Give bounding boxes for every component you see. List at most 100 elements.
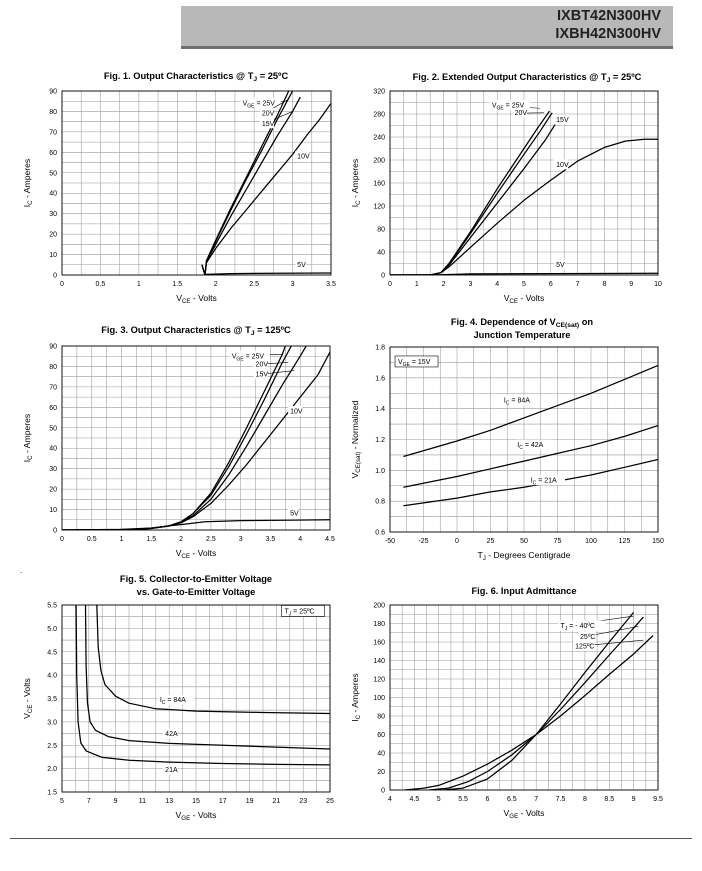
- y-tick-label: 40: [377, 250, 385, 257]
- annotation-backing: [288, 405, 303, 416]
- x-tick-label: 5: [437, 796, 441, 803]
- plot-frame: [389, 346, 659, 533]
- series-line-1: [403, 425, 658, 488]
- annotation-backing: [288, 508, 299, 519]
- annotation-label: 42A: [165, 731, 178, 738]
- x-tick-label: 7.5: [556, 796, 566, 803]
- y-axis-label: IC - Amperes: [350, 673, 362, 721]
- y-tick-label: 20: [49, 232, 57, 239]
- chart-title: Fig. 6. Input Admittance: [471, 586, 576, 596]
- x-axis-label: VGE - Volts: [176, 810, 217, 822]
- y-tick-label: 1.0: [375, 468, 385, 475]
- x-tick-label: 9: [629, 281, 633, 288]
- annotation-backing: [253, 369, 268, 380]
- annotation-backing: [578, 631, 596, 642]
- x-tick-label: 9: [114, 798, 118, 805]
- annotation-label: 10V: [290, 408, 303, 415]
- y-tick-label: 40: [49, 446, 57, 453]
- annotation-backing: [501, 395, 539, 405]
- annotation-label: VGE = 15V: [398, 359, 431, 368]
- y-axis-label: IC - Amperes: [350, 159, 362, 207]
- x-tick-label: 3: [239, 536, 243, 543]
- x-tick-label: 8: [583, 796, 587, 803]
- annotation-label: IC = 21A: [531, 478, 557, 487]
- y-tick-label: 120: [373, 677, 385, 684]
- annotation-label: 5V: [290, 511, 299, 518]
- x-tick-label: 6: [486, 796, 490, 803]
- annotation-backing: [512, 107, 527, 118]
- plot-frame: [61, 345, 331, 531]
- annotation-backing: [528, 475, 565, 486]
- series-line-2: [404, 635, 654, 790]
- series-line-4: [62, 519, 330, 530]
- y-tick-label: 3.5: [47, 696, 57, 703]
- annotation-box: [281, 605, 325, 617]
- series-line-3: [201, 102, 331, 275]
- y-tick-label: 4.5: [47, 649, 57, 656]
- y-tick-label: 0: [381, 788, 385, 795]
- x-tick-label: -25: [418, 538, 428, 545]
- y-tick-label: 200: [373, 603, 385, 610]
- y-tick-label: 20: [49, 487, 57, 494]
- x-tick-label: 21: [273, 798, 281, 805]
- y-tick-label: 0: [53, 528, 57, 535]
- y-tick-label: 10: [49, 252, 57, 259]
- x-tick-label: 23: [299, 798, 307, 805]
- x-tick-label: 3.5: [266, 536, 276, 543]
- y-axis-label: VCE - Volts: [22, 678, 34, 719]
- stray-dot: .: [20, 566, 23, 575]
- series-line-2: [201, 96, 301, 275]
- annotation-backing: [157, 694, 195, 705]
- annotation-label: 21A: [165, 767, 178, 774]
- annotation-label: 20V: [256, 361, 269, 368]
- y-tick-label: 0: [381, 273, 385, 280]
- y-axis-label: IC - Amperes: [22, 159, 34, 207]
- x-tick-label: 125: [619, 538, 631, 545]
- chart-fig3: Fig. 3. Output Characteristics @ TJ = 12…: [22, 325, 335, 560]
- plot-frame: [389, 90, 659, 276]
- x-axis-label: VGE - Volts: [504, 808, 545, 820]
- x-tick-label: 150: [652, 538, 664, 545]
- x-tick-label: 0: [60, 536, 64, 543]
- x-tick-label: 8: [602, 281, 606, 288]
- x-tick-label: 8.5: [604, 796, 614, 803]
- annotation-label: IC = 84A: [160, 697, 186, 706]
- annotation-label: VGE = 25V: [243, 100, 276, 109]
- y-tick-label: 90: [49, 344, 57, 351]
- plot-frame: [389, 604, 659, 791]
- x-tick-label: 0.5: [87, 536, 97, 543]
- plot-frame: [61, 604, 331, 793]
- y-tick-label: 100: [373, 695, 385, 702]
- x-tick-label: -50: [385, 538, 395, 545]
- y-axis-label: IC - Amperes: [22, 414, 34, 462]
- x-tick-label: 1: [120, 536, 124, 543]
- y-tick-label: 5.5: [47, 603, 57, 610]
- y-tick-label: 0.8: [375, 499, 385, 506]
- x-tick-label: 19: [246, 798, 254, 805]
- x-tick-label: 5: [60, 798, 64, 805]
- annotation-backing: [253, 358, 268, 369]
- footer-rule: [10, 838, 692, 839]
- annotation-label: 10V: [297, 153, 310, 160]
- x-tick-label: 13: [165, 798, 173, 805]
- x-tick-label: 1: [415, 281, 419, 288]
- x-tick-label: 17: [219, 798, 227, 805]
- y-tick-label: 4.0: [47, 673, 57, 680]
- annotation-label: VGE = 25V: [232, 353, 265, 362]
- y-tick-label: 140: [373, 658, 385, 665]
- x-tick-label: 2: [179, 536, 183, 543]
- x-tick-label: 11: [139, 798, 146, 805]
- x-tick-label: 1: [137, 281, 141, 288]
- y-tick-label: 40: [49, 191, 57, 198]
- y-tick-label: 80: [377, 227, 385, 234]
- annotation-backing: [558, 620, 606, 631]
- y-tick-label: 70: [49, 384, 57, 391]
- annotation-label: 25ºC: [580, 634, 595, 641]
- y-tick-label: 30: [49, 466, 57, 473]
- x-axis-label: VCE - Volts: [176, 293, 217, 305]
- y-tick-label: 0.6: [375, 530, 385, 537]
- y-tick-label: 1.6: [375, 375, 385, 382]
- x-tick-label: 50: [520, 538, 528, 545]
- chart-title: Fig. 2. Extended Output Characteristics …: [413, 72, 642, 84]
- y-tick-label: 200: [373, 158, 385, 165]
